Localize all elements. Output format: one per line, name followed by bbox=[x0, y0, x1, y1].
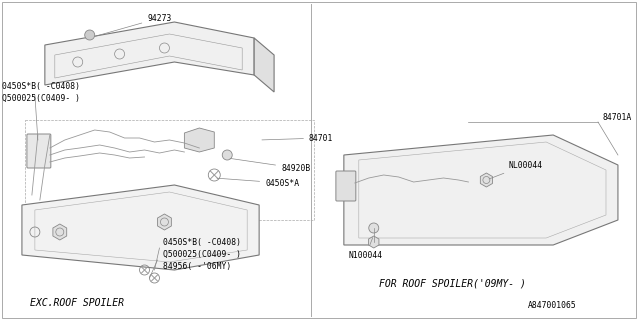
Polygon shape bbox=[344, 135, 618, 245]
Text: 0450S*A: 0450S*A bbox=[217, 178, 300, 188]
Text: Q500025(C0409- ): Q500025(C0409- ) bbox=[163, 250, 241, 259]
Text: 84701A: 84701A bbox=[603, 113, 632, 122]
Text: 84920B: 84920B bbox=[230, 158, 310, 172]
Bar bbox=[25, 120, 314, 220]
Text: N100044: N100044 bbox=[349, 237, 383, 260]
Circle shape bbox=[222, 150, 232, 160]
Circle shape bbox=[84, 30, 95, 40]
Polygon shape bbox=[45, 22, 254, 85]
Text: 84701: 84701 bbox=[262, 133, 333, 142]
Text: 0450S*B( -C0408): 0450S*B( -C0408) bbox=[163, 238, 241, 247]
FancyBboxPatch shape bbox=[336, 171, 356, 201]
Polygon shape bbox=[184, 128, 214, 152]
Polygon shape bbox=[22, 185, 259, 270]
Polygon shape bbox=[254, 38, 274, 92]
Text: Q500025(C0409- ): Q500025(C0409- ) bbox=[2, 94, 80, 103]
Text: 94273: 94273 bbox=[95, 13, 172, 36]
Text: 0450S*B( -C0408): 0450S*B( -C0408) bbox=[2, 82, 80, 91]
Text: NL00044: NL00044 bbox=[489, 161, 543, 179]
Circle shape bbox=[369, 223, 379, 233]
Text: EXC.ROOF SPOILER: EXC.ROOF SPOILER bbox=[30, 298, 124, 308]
FancyBboxPatch shape bbox=[27, 134, 51, 168]
Text: FOR ROOF SPOILER('09MY- ): FOR ROOF SPOILER('09MY- ) bbox=[379, 278, 525, 288]
Text: 84956( -'06MY): 84956( -'06MY) bbox=[163, 262, 232, 271]
Text: A847001065: A847001065 bbox=[528, 301, 577, 310]
